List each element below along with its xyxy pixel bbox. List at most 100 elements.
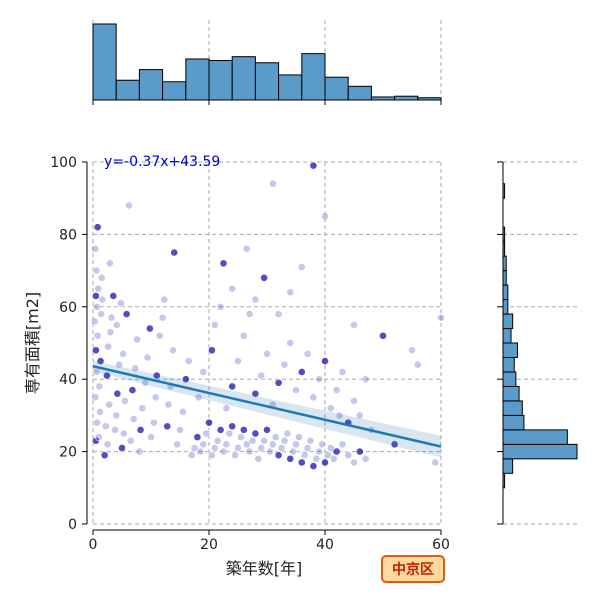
data-point — [145, 324, 154, 333]
data-point — [332, 447, 341, 456]
data-point — [93, 418, 101, 427]
top-hist-bar — [301, 53, 326, 101]
data-point — [338, 440, 347, 449]
data-point — [437, 313, 445, 322]
data-point — [312, 454, 321, 463]
data-point — [271, 433, 280, 442]
data-point — [300, 451, 309, 460]
right-hist-bar — [502, 414, 525, 431]
data-point — [97, 310, 106, 318]
data-point — [254, 454, 263, 463]
data-point — [286, 288, 295, 297]
data-point — [194, 393, 203, 402]
data-point — [176, 425, 184, 434]
data-point — [91, 393, 100, 402]
data-point — [329, 454, 338, 463]
data-point — [335, 411, 344, 420]
scatter-points — [90, 161, 445, 470]
data-point — [251, 429, 260, 438]
y-tick-label: 100 — [50, 155, 77, 171]
data-point — [181, 375, 190, 384]
marginal-y-histogram — [497, 161, 580, 525]
data-point — [274, 378, 283, 387]
right-hist-bar — [502, 356, 515, 373]
data-point — [251, 295, 260, 304]
data-point — [170, 248, 179, 257]
data-point — [355, 411, 364, 420]
data-point — [251, 389, 260, 398]
data-point — [280, 360, 289, 369]
data-point — [90, 317, 99, 326]
data-point — [321, 212, 329, 221]
y-tick-label: 20 — [59, 445, 77, 461]
data-point — [326, 444, 335, 452]
data-point — [228, 422, 237, 431]
data-point — [242, 440, 251, 449]
top-hist-bar — [208, 59, 233, 101]
top-hist-bar — [231, 56, 256, 101]
data-point — [292, 386, 300, 394]
data-point — [321, 458, 329, 467]
data-point — [169, 346, 177, 355]
data-point — [260, 436, 268, 445]
right-hist-bar — [502, 400, 523, 416]
data-point — [216, 425, 225, 434]
top-hist-bar — [278, 74, 303, 101]
data-point — [350, 458, 358, 467]
data-point — [228, 382, 237, 391]
data-point — [286, 454, 295, 463]
data-point — [260, 273, 268, 282]
fit-confidence-band — [93, 360, 441, 458]
data-point — [326, 404, 335, 413]
y-tick-label: 80 — [59, 227, 77, 243]
top-hist-bar — [324, 76, 349, 101]
data-point — [350, 397, 358, 405]
data-point — [213, 436, 222, 445]
x-tick-label: 60 — [432, 537, 450, 553]
data-point — [93, 331, 102, 340]
data-point — [147, 433, 155, 442]
data-point — [94, 433, 103, 442]
x-tick-label: 0 — [89, 537, 98, 553]
data-point — [321, 357, 329, 365]
right-hist-bar — [502, 284, 509, 301]
data-point — [207, 451, 216, 460]
data-point — [323, 451, 332, 460]
data-point — [263, 425, 271, 434]
data-point — [98, 295, 107, 304]
data-point — [216, 302, 225, 311]
top-hist-bar — [115, 79, 140, 101]
data-point — [106, 328, 115, 337]
data-point — [100, 451, 109, 460]
main-grid — [92, 161, 442, 525]
data-point — [361, 375, 370, 384]
data-point — [112, 320, 121, 329]
top-hist-bar — [92, 23, 117, 101]
data-point — [105, 400, 114, 409]
data-point — [107, 313, 116, 322]
data-point — [196, 447, 205, 456]
right-hist-bar — [502, 458, 514, 474]
x-axis-label: 築年数[年] — [226, 559, 303, 578]
data-point — [274, 451, 283, 460]
data-point — [239, 331, 248, 340]
right-hist-bar — [502, 371, 517, 387]
data-point — [361, 454, 370, 463]
data-point — [289, 447, 297, 456]
data-point — [152, 371, 161, 380]
data-point — [96, 407, 104, 416]
right-hist-bar — [502, 299, 509, 315]
data-point — [274, 310, 283, 318]
data-point — [121, 397, 129, 405]
data-point — [184, 357, 193, 365]
y-tick-label: 0 — [68, 517, 77, 533]
data-point — [149, 418, 158, 427]
data-point — [202, 429, 210, 438]
x-tick-label: 20 — [200, 537, 218, 553]
data-point — [315, 375, 324, 384]
data-point — [101, 422, 110, 431]
data-point — [122, 310, 131, 318]
data-point — [245, 310, 254, 318]
data-point — [103, 440, 112, 449]
data-point — [92, 346, 100, 355]
